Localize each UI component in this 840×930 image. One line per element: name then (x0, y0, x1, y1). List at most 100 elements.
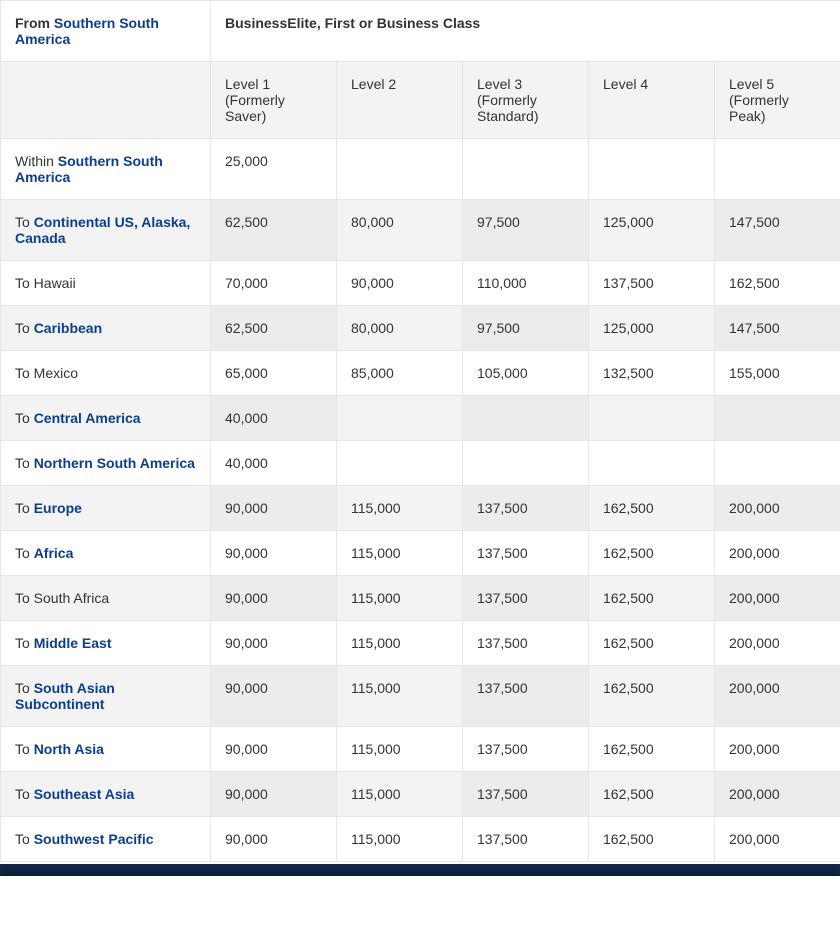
value-cell: 125,000 (589, 306, 715, 351)
destination-cell: To Southeast Asia (1, 772, 211, 817)
value-cell: 115,000 (337, 531, 463, 576)
header-row-top: From Southern South America BusinessElit… (1, 1, 840, 62)
dest-link[interactable]: Southeast Asia (34, 786, 135, 802)
value-cell: 90,000 (211, 621, 337, 666)
value-cell: 200,000 (715, 621, 840, 666)
dest-link[interactable]: Africa (34, 545, 74, 561)
value-cell: 97,500 (463, 306, 589, 351)
col-level-5: Level 5 (Formerly Peak) (715, 62, 840, 139)
value-cell (589, 441, 715, 486)
value-cell: 162,500 (589, 727, 715, 772)
table-row: To Continental US, Alaska, Canada62,5008… (1, 200, 840, 261)
table-body: Within Southern South America25,000To Co… (1, 139, 840, 862)
value-cell: 162,500 (589, 621, 715, 666)
value-cell: 40,000 (211, 441, 337, 486)
value-cell (463, 139, 589, 200)
dest-link[interactable]: Middle East (34, 635, 112, 651)
dest-prefix: To (15, 786, 34, 802)
value-cell: 90,000 (211, 531, 337, 576)
destination-cell: To Northern South America (1, 441, 211, 486)
value-cell: 115,000 (337, 576, 463, 621)
header-row-levels: Level 1 (Formerly Saver) Level 2 Level 3… (1, 62, 840, 139)
value-cell: 200,000 (715, 531, 840, 576)
dest-prefix: To (15, 320, 34, 336)
value-cell: 137,500 (463, 772, 589, 817)
value-cell: 110,000 (463, 261, 589, 306)
blank-header (1, 62, 211, 139)
value-cell: 105,000 (463, 351, 589, 396)
table-row: To South Africa90,000115,000137,500162,5… (1, 576, 840, 621)
dest-link[interactable]: Continental US, Alaska, Canada (15, 214, 190, 246)
level-title: Level 5 (729, 76, 774, 92)
destination-cell: Within Southern South America (1, 139, 211, 200)
level-sub: (Formerly Standard) (477, 92, 538, 124)
dest-link[interactable]: North Asia (34, 741, 104, 757)
destination-cell: To Mexico (1, 351, 211, 396)
dest-link[interactable]: Northern South America (34, 455, 195, 471)
table-row: To Middle East90,000115,000137,500162,50… (1, 621, 840, 666)
value-cell: 162,500 (715, 261, 840, 306)
value-cell: 200,000 (715, 772, 840, 817)
award-chart-table: From Southern South America BusinessElit… (0, 0, 840, 862)
value-cell: 162,500 (589, 666, 715, 727)
col-level-4: Level 4 (589, 62, 715, 139)
value-cell: 125,000 (589, 200, 715, 261)
value-cell: 90,000 (211, 727, 337, 772)
table-row: To South Asian Subcontinent90,000115,000… (1, 666, 840, 727)
level-title: Level 1 (225, 76, 270, 92)
destination-cell: To Caribbean (1, 306, 211, 351)
value-cell: 97,500 (463, 200, 589, 261)
value-cell: 200,000 (715, 727, 840, 772)
value-cell: 200,000 (715, 817, 840, 862)
dest-link[interactable]: Southwest Pacific (34, 831, 154, 847)
dest-link[interactable]: Caribbean (34, 320, 102, 336)
value-cell: 62,500 (211, 306, 337, 351)
table-row: To Europe90,000115,000137,500162,500200,… (1, 486, 840, 531)
value-cell: 147,500 (715, 306, 840, 351)
value-cell: 200,000 (715, 666, 840, 727)
dest-link[interactable]: Central America (34, 410, 141, 426)
value-cell: 162,500 (589, 531, 715, 576)
value-cell: 137,500 (463, 727, 589, 772)
value-cell (337, 396, 463, 441)
table-row: To Hawaii70,00090,000110,000137,500162,5… (1, 261, 840, 306)
value-cell: 115,000 (337, 621, 463, 666)
destination-cell: To North Asia (1, 727, 211, 772)
dest-prefix: To (15, 635, 34, 651)
value-cell (589, 139, 715, 200)
table-row: To Central America40,000 (1, 396, 840, 441)
table-row: To North Asia90,000115,000137,500162,500… (1, 727, 840, 772)
value-cell: 90,000 (211, 772, 337, 817)
value-cell: 65,000 (211, 351, 337, 396)
destination-cell: To Hawaii (1, 261, 211, 306)
destination-cell: To Middle East (1, 621, 211, 666)
destination-cell: To Europe (1, 486, 211, 531)
value-cell: 162,500 (589, 486, 715, 531)
value-cell (337, 139, 463, 200)
origin-prefix: From (15, 15, 54, 31)
value-cell: 155,000 (715, 351, 840, 396)
destination-cell: To Africa (1, 531, 211, 576)
destination-cell: To Continental US, Alaska, Canada (1, 200, 211, 261)
col-level-3: Level 3 (Formerly Standard) (463, 62, 589, 139)
value-cell (463, 441, 589, 486)
value-cell: 200,000 (715, 576, 840, 621)
class-header: BusinessElite, First or Business Class (211, 1, 840, 62)
destination-cell: To Central America (1, 396, 211, 441)
value-cell: 62,500 (211, 200, 337, 261)
value-cell (715, 396, 840, 441)
dest-prefix: To (15, 831, 34, 847)
value-cell: 137,500 (463, 486, 589, 531)
value-cell: 132,500 (589, 351, 715, 396)
dest-prefix: To (15, 545, 34, 561)
dest-prefix: To (15, 741, 34, 757)
value-cell: 70,000 (211, 261, 337, 306)
dest-link[interactable]: Europe (34, 500, 82, 516)
col-level-1: Level 1 (Formerly Saver) (211, 62, 337, 139)
value-cell (589, 396, 715, 441)
col-level-2: Level 2 (337, 62, 463, 139)
level-title: Level 3 (477, 76, 522, 92)
level-sub: (Formerly Peak) (729, 92, 789, 124)
table-row: To Mexico65,00085,000105,000132,500155,0… (1, 351, 840, 396)
value-cell: 85,000 (337, 351, 463, 396)
